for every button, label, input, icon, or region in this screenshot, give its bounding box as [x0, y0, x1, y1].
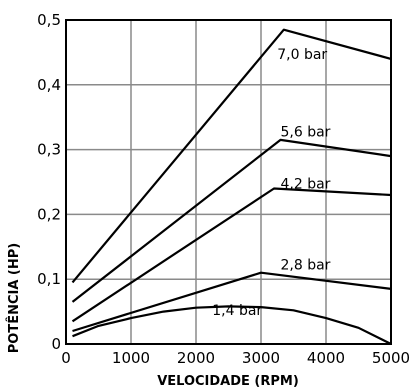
series-line-4-2-bar — [71, 187, 392, 323]
series-label: 4,2 bar — [281, 176, 331, 192]
y-tick-label: 0,4 — [37, 76, 61, 94]
x-tick-label: 5000 — [372, 349, 410, 367]
plot-frame — [65, 19, 392, 345]
y-tick-label: 0 — [51, 335, 61, 353]
series-line-2-8-bar — [72, 271, 392, 333]
x-tick-label: 2000 — [177, 349, 215, 367]
x-tick-label: 1000 — [112, 349, 150, 367]
y-tick-label: 0,5 — [37, 11, 61, 29]
series-line-7-0-bar — [71, 28, 392, 284]
tick-labels: 0 1000 2000 3000 4000 5000 0 0,1 0,2 0,3 0,4 0,5 — [37, 11, 410, 367]
series-label: 7,0 bar — [277, 47, 327, 63]
x-tick-label: 3000 — [242, 349, 280, 367]
y-tick-label: 0,3 — [37, 141, 61, 159]
series-line-1-4-bar — [72, 305, 392, 345]
series-label: 1,4 bar — [212, 303, 262, 319]
x-axis-title: VELOCIDADE (RPM) — [157, 374, 299, 388]
y-axis-title: POTÊNCIA (HP) — [6, 243, 22, 353]
y-tick-label: 0,2 — [37, 205, 61, 223]
series-lines — [71, 28, 392, 345]
series-line-5-6-bar — [71, 138, 392, 303]
x-tick-label: 0 — [61, 349, 71, 367]
series-label: 5,6 bar — [281, 125, 331, 141]
grid — [66, 20, 391, 344]
series-label: 2,8 bar — [281, 257, 331, 273]
y-tick-label: 0,1 — [37, 270, 61, 288]
series-labels: 7,0 bar 5,6 bar 4,2 bar 2,8 bar 1,4 bar — [212, 47, 330, 319]
x-tick-label: 4000 — [307, 349, 345, 367]
